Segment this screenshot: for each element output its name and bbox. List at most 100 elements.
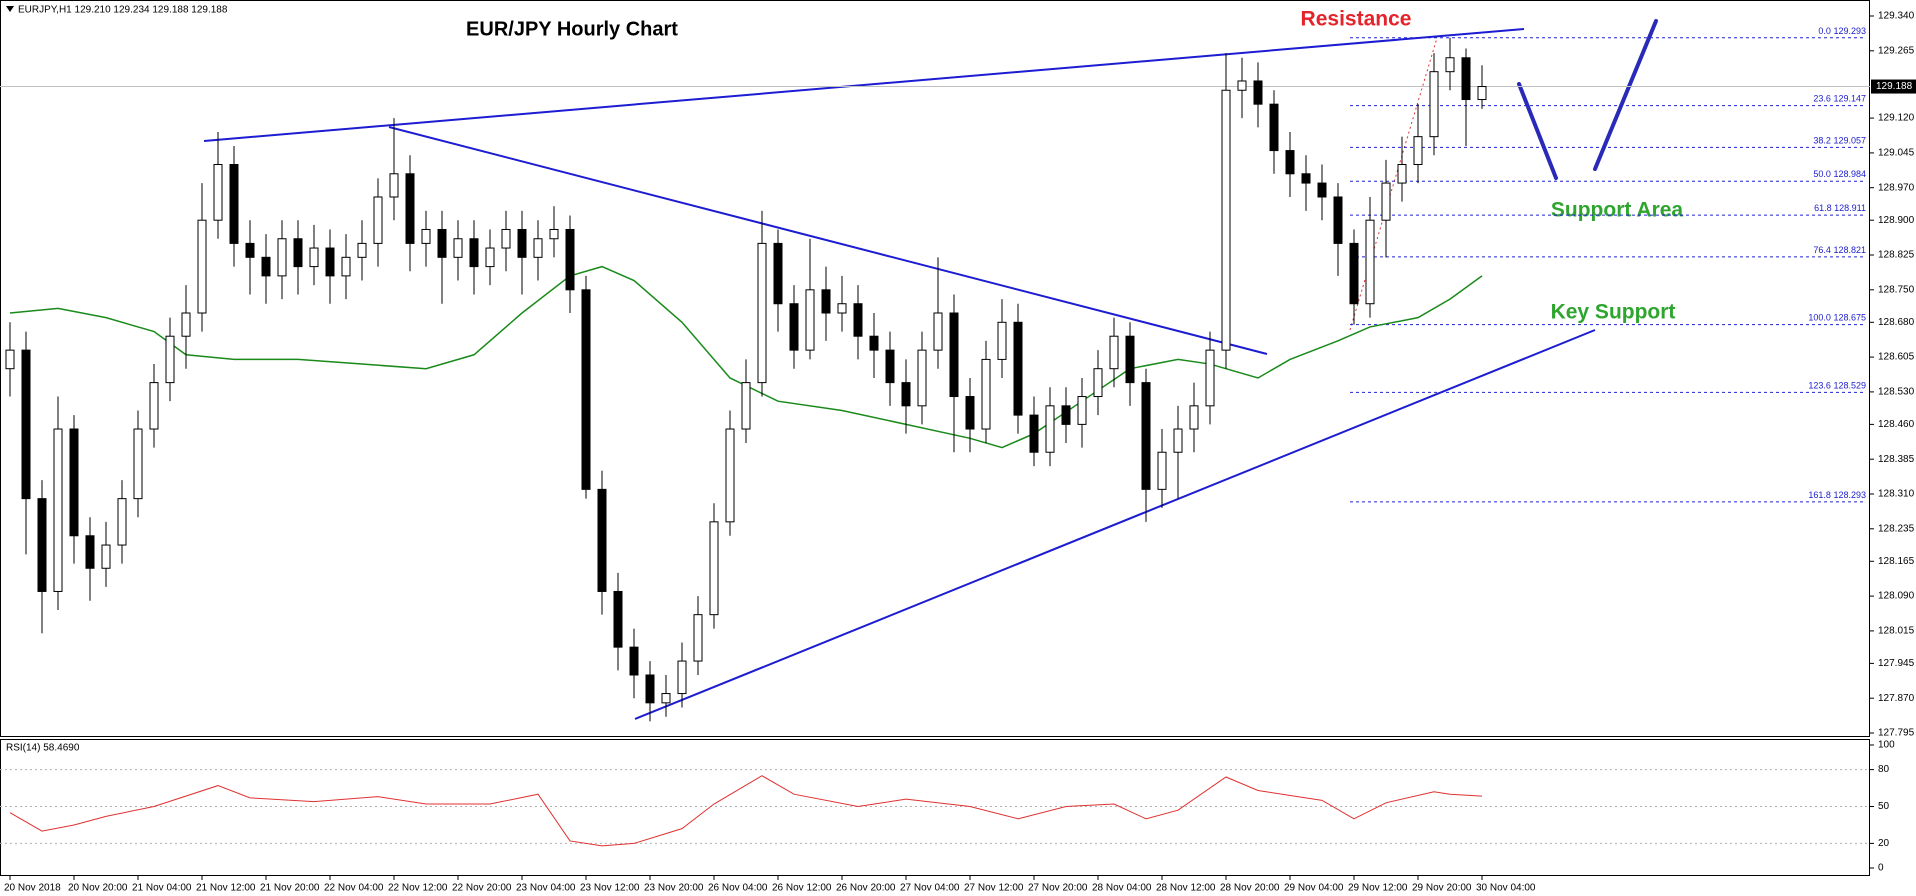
resistance-label: Resistance (1301, 8, 1412, 31)
candle-body (1317, 182, 1327, 198)
fib-label: 123.6 128.529 (1808, 381, 1866, 391)
fib-label: 161.8 128.293 (1808, 490, 1866, 500)
candle-body (821, 289, 831, 314)
y-tick-label: 20 (1878, 838, 1890, 849)
candle-body (501, 228, 511, 249)
candle-body (581, 289, 591, 490)
candle-body (949, 312, 959, 398)
candle-body (1029, 414, 1039, 453)
candle-body (1285, 150, 1295, 175)
candle-body (1429, 71, 1439, 138)
x-tick-label: 22 Nov 04:00 (324, 883, 384, 894)
y-tick-label: 129.265 (1878, 45, 1915, 56)
candle-body (485, 247, 495, 268)
fib-value: 128.675 (1833, 313, 1866, 323)
candle-body (165, 335, 175, 384)
fib-label: 0.0 129.293 (1818, 26, 1866, 36)
x-tick-label: 27 Nov 04:00 (900, 883, 960, 894)
candle-body (405, 173, 415, 244)
candle-body (661, 693, 671, 704)
fib-label: 61.8 128.911 (1814, 203, 1866, 213)
x-tick-label: 22 Nov 20:00 (452, 883, 512, 894)
x-tick-label: 28 Nov 20:00 (1220, 883, 1280, 894)
y-tick-label: 128.385 (1878, 454, 1915, 465)
x-tick-label: 26 Nov 04:00 (708, 883, 768, 894)
candle-body (1109, 335, 1119, 370)
y-tick-label: 129.120 (1878, 113, 1915, 124)
x-tick-label: 29 Nov 04:00 (1284, 883, 1344, 894)
x-tick-label: 29 Nov 20:00 (1412, 883, 1472, 894)
fib-level: 123.6 (1808, 381, 1831, 391)
chart-header: EURJPY,H1 129.210 129.234 129.188 129.18… (18, 5, 228, 16)
candle-body (437, 228, 447, 258)
candle-body (1333, 196, 1343, 244)
main-panel (0, 0, 1870, 737)
candle-body (1477, 86, 1487, 101)
x-tick-label: 27 Nov 20:00 (1028, 883, 1088, 894)
candle-body (917, 349, 927, 407)
candle-body (965, 396, 975, 430)
x-tick-label: 27 Nov 12:00 (964, 883, 1024, 894)
resistance-line (203, 28, 1525, 142)
candle-body (453, 238, 463, 258)
last-price-label: 129.188 (1876, 81, 1913, 92)
candle-body (869, 335, 879, 351)
candle-body (645, 674, 655, 704)
candle-body (517, 228, 527, 258)
candle-body (1061, 405, 1071, 425)
fib-label: 23.6 129.147 (1813, 94, 1866, 104)
fib-value: 128.529 (1833, 381, 1866, 391)
candle-body (1461, 57, 1471, 101)
y-tick-label: 0 (1878, 863, 1884, 874)
x-tick-label: 28 Nov 12:00 (1156, 883, 1216, 894)
y-tick-label: 129.340 (1878, 11, 1915, 22)
candle-body (837, 303, 847, 314)
candle-body (1221, 89, 1231, 351)
candle-body (1205, 349, 1215, 407)
x-tick-label: 30 Nov 04:00 (1476, 883, 1536, 894)
y-tick-label: 128.750 (1878, 284, 1915, 295)
candle-body (1045, 405, 1055, 453)
fib-value: 128.911 (1834, 203, 1866, 213)
candle-body (1381, 182, 1391, 221)
y-tick-label: 128.530 (1878, 387, 1915, 398)
candle-body (1141, 382, 1151, 490)
fib-level: 0.0 (1818, 26, 1831, 36)
candle-body (277, 238, 287, 277)
candle-body (213, 164, 223, 221)
fib-value: 129.147 (1833, 94, 1866, 104)
candle-body (1413, 136, 1423, 166)
fib-value: 128.821 (1833, 245, 1866, 255)
candle-body (5, 349, 15, 370)
candle-body (1237, 80, 1247, 91)
candle-body (101, 544, 111, 569)
candle-body (773, 242, 783, 305)
candle-body (421, 228, 431, 244)
candle-body (741, 382, 751, 430)
y-tick-label: 128.165 (1878, 556, 1915, 567)
y-tick-label: 128.310 (1878, 489, 1915, 500)
candle-body (693, 614, 703, 662)
y-tick-label: 128.460 (1878, 419, 1915, 430)
candle-body (1157, 451, 1167, 490)
candle-body (709, 521, 719, 616)
candle-body (69, 428, 79, 537)
candle-body (181, 312, 191, 337)
rsi-line (9, 775, 1483, 847)
candle-body (469, 238, 479, 268)
fib-level: 76.4 (1813, 245, 1831, 255)
fib-level: 161.8 (1808, 490, 1831, 500)
y-tick-label: 128.825 (1878, 250, 1915, 261)
candle-body (389, 173, 399, 198)
candle-body (197, 219, 207, 314)
fib-level: 23.6 (1813, 94, 1831, 104)
fib-label: 50.0 128.984 (1813, 170, 1866, 180)
y-tick-label: 128.605 (1878, 352, 1915, 363)
x-tick-label: 21 Nov 12:00 (196, 883, 256, 894)
x-tick-label: 26 Nov 12:00 (772, 883, 832, 894)
candle-body (341, 256, 351, 277)
candle-body (677, 660, 687, 695)
y-tick-label: 128.900 (1878, 215, 1915, 226)
candle-body (245, 242, 255, 258)
